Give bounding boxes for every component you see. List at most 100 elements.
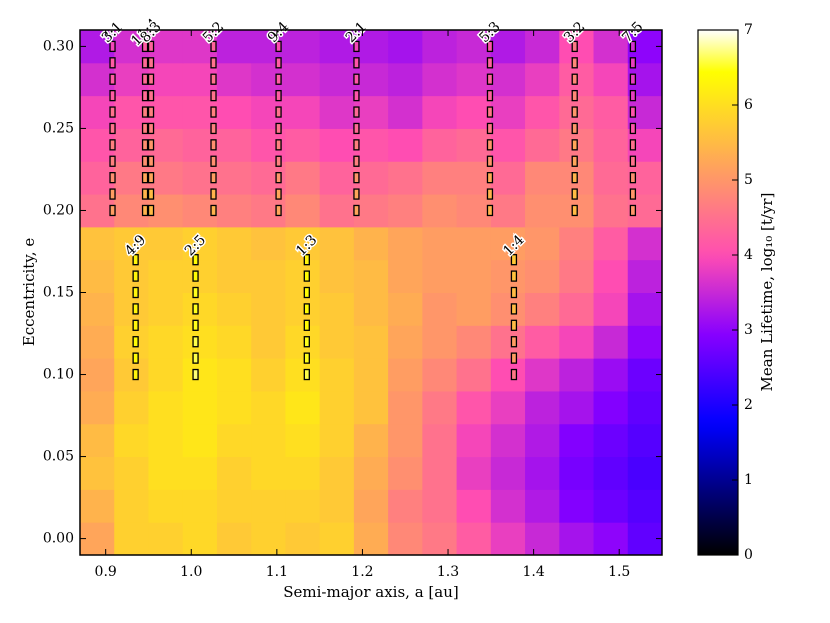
heatmap-cell [456, 325, 492, 359]
y-tick-label: 0.10 [43, 367, 74, 383]
heatmap-cell [148, 358, 184, 392]
heatmap-cell [319, 62, 355, 97]
resonance-box [571, 188, 578, 200]
heatmap-cell [182, 390, 218, 425]
resonance-box [210, 139, 217, 151]
colorbar-tick-label: 3 [744, 322, 753, 338]
heatmap-cell [285, 358, 321, 392]
heatmap-cell [627, 390, 663, 425]
heatmap-cell [422, 325, 458, 359]
resonance-box [353, 40, 360, 53]
resonance-box [353, 155, 360, 167]
resonance-box [109, 89, 116, 102]
heatmap-cell [285, 259, 321, 293]
heatmap-cell [388, 358, 423, 392]
heatmap-cell [319, 226, 355, 261]
resonance-box [132, 286, 139, 299]
heatmap-cell [80, 95, 115, 129]
resonance-box [275, 204, 282, 217]
x-axis-label: Semi-major axis, a [au] [283, 583, 458, 601]
heatmap-cell [525, 522, 560, 556]
heatmap-cell [490, 358, 526, 392]
resonance-box [210, 172, 217, 184]
heatmap-cell [251, 390, 286, 425]
heatmap-cell [388, 226, 423, 261]
resonance-box [571, 106, 578, 118]
heatmap-cell [525, 30, 560, 64]
resonance-box [510, 303, 518, 315]
heatmap-cell [490, 390, 526, 425]
resonance-box [486, 139, 494, 151]
resonance-box [210, 106, 217, 118]
resonance-box [147, 57, 155, 69]
heatmap-cell [114, 456, 149, 490]
heatmap-cell [80, 325, 115, 359]
resonance-box [629, 188, 637, 200]
colorbar-label: Mean Lifetime, log₁₀ [t/yr] [758, 193, 776, 392]
heatmap-cell [148, 423, 184, 458]
heatmap-cell [559, 259, 595, 293]
resonance-box [132, 270, 139, 282]
heatmap-cell [285, 128, 321, 162]
heatmap-cell [422, 489, 458, 523]
resonance-box [303, 270, 310, 282]
resonance-box [353, 73, 360, 85]
resonance-box [353, 172, 360, 184]
resonance-box [141, 89, 149, 102]
resonance-box [109, 204, 116, 217]
resonance-box [629, 204, 637, 217]
heatmap-cell [148, 522, 184, 556]
y-tick-label: 0.00 [43, 531, 74, 547]
heatmap-cell [319, 259, 355, 293]
heatmap-cell [422, 128, 458, 162]
resonance-box [192, 352, 199, 364]
resonance-box [510, 368, 518, 381]
heatmap-cell [627, 489, 663, 523]
resonance-box [109, 122, 116, 135]
resonance-box [571, 172, 578, 184]
heatmap-cell [525, 358, 560, 392]
heatmap-cell [388, 423, 423, 458]
heatmap-cell [216, 292, 252, 326]
resonance-box [629, 106, 637, 118]
heatmap-cell [182, 226, 218, 261]
heatmap-cell [285, 194, 321, 228]
resonance-box [192, 336, 199, 348]
y-tick-label: 0.05 [43, 449, 74, 465]
heatmap-cell [114, 390, 149, 425]
heatmap-cell [388, 522, 423, 556]
resonance-box [192, 303, 199, 315]
heatmap-cell [251, 456, 286, 490]
heatmap-cell [388, 292, 423, 326]
heatmap-cell [559, 226, 595, 261]
heatmap-cell [627, 456, 663, 490]
heatmap-cell [251, 226, 286, 261]
heatmap-cell [456, 423, 492, 458]
heatmap-cell [627, 325, 663, 359]
heatmap-cell [593, 390, 629, 425]
heatmap-cell [422, 226, 458, 261]
heatmap-cell [114, 226, 149, 261]
resonance-box [275, 57, 282, 69]
heatmap-cell [182, 259, 218, 293]
heatmap-cell [251, 259, 286, 293]
heatmap-cell [559, 522, 595, 556]
resonance-box [303, 352, 310, 364]
heatmap-cell [319, 325, 355, 359]
heatmap-cell [593, 194, 629, 228]
colorbar-tick-label: 2 [744, 397, 753, 413]
resonance-box [571, 122, 578, 135]
resonance-box [275, 73, 282, 85]
resonance-box [303, 286, 310, 299]
heatmap-cell [456, 194, 492, 228]
heatmap-cell [490, 292, 526, 326]
resonance-box [192, 270, 199, 282]
heatmap-cell [422, 456, 458, 490]
resonance-box [210, 40, 217, 53]
heatmap-cell [285, 161, 321, 195]
resonance-box [147, 172, 155, 184]
resonance-box [109, 172, 116, 184]
heatmap-cell [216, 128, 252, 162]
heatmap-cell [285, 522, 321, 556]
resonance-box [132, 303, 139, 315]
